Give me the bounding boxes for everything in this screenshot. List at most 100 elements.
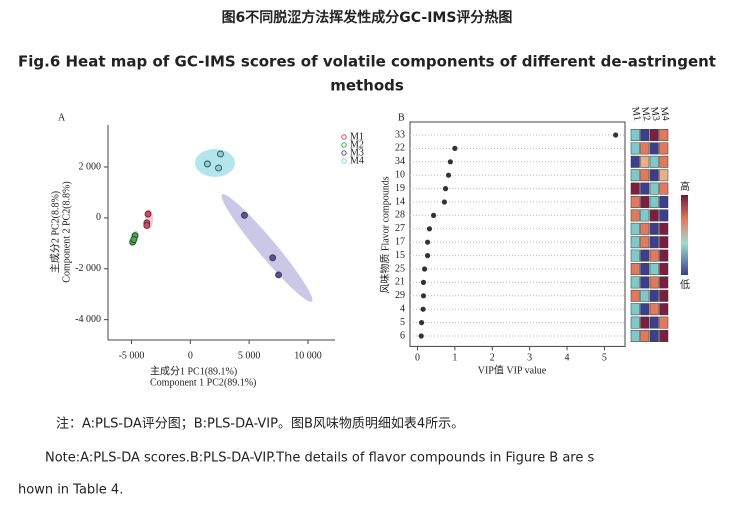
ellipse	[195, 149, 235, 177]
dot	[420, 306, 426, 312]
y-tick-label: 4	[400, 303, 405, 314]
point	[203, 160, 211, 168]
y-tick-label: 10	[395, 169, 405, 180]
y-label: Component 2 PC2(8.8%)	[61, 181, 72, 282]
heat-cell	[649, 155, 659, 168]
dot	[442, 186, 449, 192]
legend-marker	[341, 134, 347, 140]
point	[215, 164, 222, 172]
heat-cell	[640, 303, 650, 316]
panel-label: A	[58, 112, 66, 123]
heat-cell	[640, 209, 650, 222]
heat-cell	[659, 276, 669, 289]
x-tick-label: 5 000	[238, 350, 261, 361]
plot-frame	[409, 121, 626, 347]
point	[217, 150, 224, 158]
x-tick-label: 10 000	[294, 350, 322, 361]
y-tick-label: 29	[395, 290, 405, 301]
colorbar-label: 高	[680, 180, 690, 193]
ellipse	[221, 194, 313, 302]
legend-marker	[341, 150, 347, 156]
x-tick-label: 0	[188, 350, 193, 361]
heat-cell	[649, 169, 659, 182]
heat-cell	[630, 249, 640, 262]
heat-cell	[630, 196, 640, 208]
point	[130, 236, 138, 243]
heat-cell	[659, 169, 669, 182]
colorbar	[681, 195, 688, 275]
heat-cell	[630, 263, 640, 275]
heat-cell	[649, 276, 659, 289]
heat-cell	[630, 276, 640, 289]
y-tick-label: 22	[395, 143, 405, 154]
y-tick-label: 15	[395, 250, 405, 261]
legend-marker	[341, 142, 347, 148]
point	[275, 271, 282, 279]
y-tick-label: 6	[400, 330, 405, 341]
dot	[445, 172, 452, 178]
heat-cell	[649, 263, 659, 275]
y-tick-label: -4 000	[75, 314, 101, 325]
panel-label: B	[398, 112, 405, 123]
heat-cell	[640, 289, 650, 302]
heat-cell	[640, 196, 650, 208]
dot	[420, 293, 427, 299]
y-label: 风味物质 Flavor compounds	[378, 176, 391, 293]
x-label: 主成分1 PC1(89.1%)	[150, 365, 237, 377]
heat-cell	[630, 316, 640, 329]
heat-cell	[640, 236, 650, 249]
y-tick-label: 25	[395, 263, 405, 274]
heat-cell	[649, 142, 659, 155]
heat-cell	[649, 330, 659, 342]
point	[241, 211, 248, 219]
y-tick-label: 34	[395, 156, 405, 167]
heat-cell	[659, 155, 669, 168]
dot	[418, 333, 424, 339]
heat-cell	[630, 303, 640, 316]
heat-cell	[640, 222, 650, 235]
colorbar-label: 低	[680, 278, 690, 291]
heat-cell	[659, 129, 669, 141]
dot	[421, 266, 428, 272]
x-label: VIP值 VIP value	[478, 363, 547, 376]
point	[143, 222, 151, 229]
dot	[452, 145, 458, 151]
heat-cell	[640, 330, 650, 342]
heat-cell	[630, 169, 640, 182]
heat-cell	[649, 289, 659, 302]
heat-cell	[659, 142, 669, 155]
y-tick-label: 17	[395, 236, 405, 247]
heat-cell	[630, 330, 640, 342]
point	[144, 210, 152, 218]
heat-cell	[659, 249, 669, 262]
heat-cell	[649, 196, 659, 208]
note-en: Note:A:PLS-DA scores.B:PLS-DA-VIP.The de…	[45, 451, 594, 466]
y-tick-label: 19	[395, 183, 405, 194]
heat-cell	[649, 316, 659, 329]
heat-cell	[640, 129, 650, 141]
heat-cell	[640, 249, 650, 262]
point	[269, 254, 277, 262]
heat-cell	[659, 289, 669, 302]
y-tick-label: 28	[395, 210, 405, 221]
heatmap-column-label: M3	[648, 106, 661, 122]
legend-label: M3	[350, 147, 364, 158]
heat-cell	[649, 236, 659, 249]
heat-cell	[630, 289, 640, 302]
heat-cell	[649, 222, 659, 235]
heat-cell	[659, 182, 669, 195]
y-tick-label: 33	[395, 129, 405, 140]
y-tick-label: -2 000	[75, 263, 101, 274]
heat-cell	[640, 182, 650, 195]
heat-cell	[659, 236, 669, 249]
heat-cell	[659, 316, 669, 329]
heat-cell	[640, 316, 650, 329]
heat-cell	[630, 142, 640, 155]
dot	[426, 226, 433, 232]
heat-cell	[649, 303, 659, 316]
x-tick-label: 3	[527, 353, 532, 364]
x-tick-label: 1	[452, 353, 457, 364]
legend-label: M2	[350, 139, 364, 150]
heat-cell	[649, 129, 659, 141]
